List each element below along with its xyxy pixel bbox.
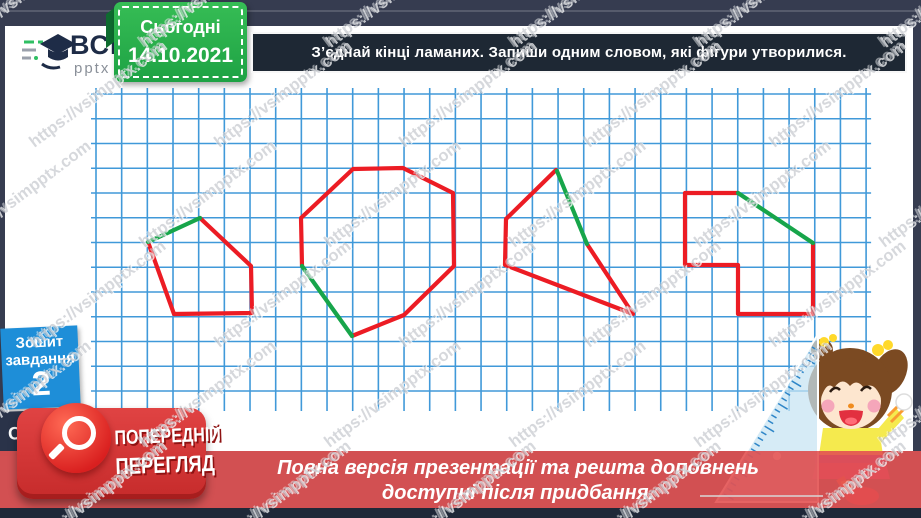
logo-product: pptx [74, 60, 111, 77]
top-frame-accent-line [0, 10, 921, 12]
date-badge-inner-border: Сьогодні 14.10.2021 [118, 6, 243, 78]
task-title-bar: З’єднай кінці ламаних. Запиши одним слов… [251, 32, 907, 73]
bottom-frame-strip [0, 508, 921, 518]
task-title-text: З’єднай кінці ламаних. Запиши одним слов… [311, 44, 847, 61]
task-number-badge: Зошит завдання 2 [0, 325, 81, 410]
magnifier-badge [41, 403, 111, 473]
magnifier-icon [62, 416, 96, 450]
preview-button-label: ПОПЕРЕДНІЙ ПЕРЕГЛЯД [114, 423, 249, 481]
magnifier-icon-handle [48, 443, 65, 460]
preview-button-line1: ПОПЕРЕДНІЙ [114, 423, 222, 450]
graduation-cap-icon [22, 34, 76, 70]
purchase-banner-text: Повна версія презентації та решта доповн… [170, 456, 866, 506]
purchase-banner-line2: доступні після придбання. [381, 482, 655, 504]
task-number: 2 [30, 364, 52, 404]
date-badge-label: Сьогодні [140, 16, 221, 37]
slide-white-area [5, 26, 913, 451]
date-badge-date: 14.10.2021 [127, 43, 234, 67]
purchase-banner-line1: Повна версія презентації та решта доповн… [277, 457, 759, 479]
preview-button[interactable]: ПОПЕРЕДНІЙ ПЕРЕГЛЯД [17, 403, 221, 499]
date-badge: Сьогодні 14.10.2021 [114, 2, 247, 82]
preview-button-line2: ПЕРЕГЛЯД [115, 449, 216, 480]
purchase-banner-underline [700, 495, 823, 497]
